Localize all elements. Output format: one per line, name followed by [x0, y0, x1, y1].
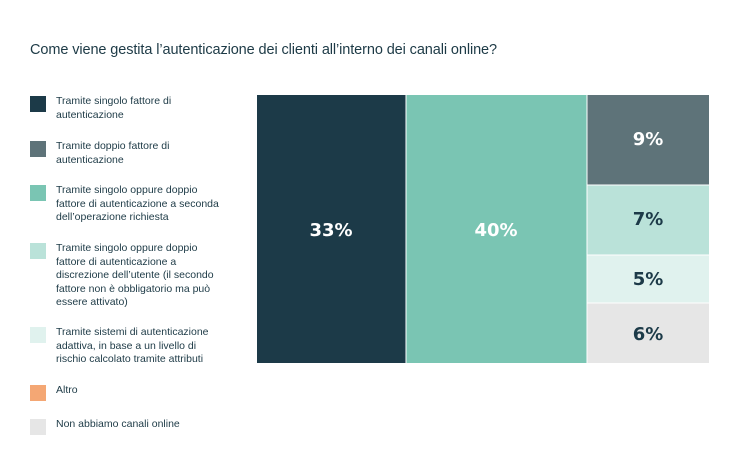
chart-title: Come viene gestita l’autenticazione dei …	[30, 42, 497, 58]
legend-item-by-operation: Tramite singolo oppure doppio fattore di…	[30, 184, 226, 225]
legend-swatch	[30, 419, 46, 435]
legend-label: Tramite singolo oppure doppio fattore di…	[56, 184, 219, 223]
legend-label: Tramite sistemi di autenticazione adatti…	[56, 326, 209, 365]
legend-swatch	[30, 243, 46, 259]
legend-item-single-factor: Tramite singolo fattore di autenticazion…	[30, 95, 226, 122]
value-label-adaptive: 5%	[633, 269, 664, 290]
legend-label: Altro	[56, 384, 78, 396]
legend-label: Tramite singolo oppure doppio fattore di…	[56, 242, 214, 308]
tile-by-operation	[406, 95, 587, 363]
value-label-no-online-channels: 6%	[633, 324, 664, 345]
value-label-by-operation: 40%	[474, 220, 517, 241]
legend-swatch	[30, 327, 46, 343]
legend-swatch	[30, 141, 46, 157]
legend-swatch	[30, 185, 46, 201]
legend-swatch	[30, 385, 46, 401]
legend-label: Non abbiamo canali online	[56, 418, 180, 430]
legend-swatch	[30, 96, 46, 112]
value-label-by-user-choice: 7%	[633, 209, 664, 230]
tile-adaptive	[587, 255, 709, 303]
value-label-double-factor: 9%	[633, 129, 664, 150]
tile-by-user-choice	[587, 185, 709, 255]
legend-item-no-online-channels: Non abbiamo canali online	[30, 418, 226, 435]
tile-double-factor	[587, 95, 709, 185]
legend-label: Tramite singolo fattore di autenticazion…	[56, 95, 172, 121]
legend-item-double-factor: Tramite doppio fattore di autenticazione	[30, 140, 226, 167]
legend-item-adaptive: Tramite sistemi di autenticazione adatti…	[30, 326, 226, 367]
tile-no-online-channels	[587, 303, 709, 363]
tile-single-factor	[257, 95, 406, 363]
legend-item-other: Altro	[30, 384, 226, 401]
value-label-single-factor: 33%	[309, 220, 352, 241]
legend-label: Tramite doppio fattore di autenticazione	[56, 140, 170, 166]
legend-item-by-user-choice: Tramite singolo oppure doppio fattore di…	[30, 242, 226, 310]
